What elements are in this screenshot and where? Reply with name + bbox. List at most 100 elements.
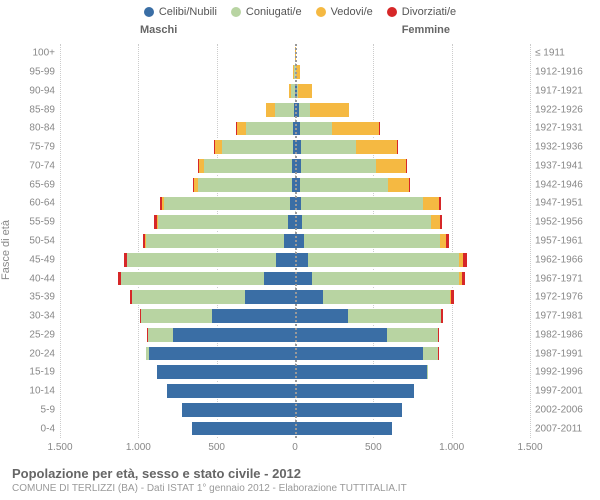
- bar-stack: [60, 121, 295, 137]
- birth-label: 1962-1966: [530, 254, 583, 265]
- male-side: [60, 344, 295, 363]
- bar-stack: [60, 289, 295, 305]
- legend-label: Coniugati/e: [246, 6, 302, 18]
- bar-stack: [60, 139, 295, 155]
- bar-segment-divorziati: [463, 252, 466, 268]
- age-label: 40-44: [29, 273, 60, 284]
- female-side: [295, 213, 530, 232]
- bar-segment-coniugati: [301, 139, 356, 155]
- legend: Celibi/NubiliConiugati/eVedovi/eDivorzia…: [0, 0, 600, 20]
- bar-stack: [60, 383, 295, 399]
- bar-segment-coniugati: [323, 289, 450, 305]
- bar-segment-celibi: [295, 308, 348, 324]
- legend-swatch: [231, 7, 241, 17]
- bar-segment-coniugati: [312, 271, 459, 287]
- center-line: [295, 44, 297, 438]
- bar-segment-coniugati: [222, 139, 293, 155]
- birth-label: ≤ 1911: [530, 48, 565, 59]
- female-side: [295, 307, 530, 326]
- bar-stack: [60, 327, 295, 343]
- bar-segment-coniugati: [348, 308, 440, 324]
- legend-label: Vedovi/e: [331, 6, 373, 18]
- bar-segment-coniugati: [146, 233, 284, 249]
- age-label: 5-9: [41, 404, 60, 415]
- age-label: 85-89: [29, 104, 60, 115]
- birth-label: 1932-1936: [530, 142, 583, 153]
- bar-stack: [295, 383, 530, 399]
- bar-stack: [295, 308, 530, 324]
- bar-stack: [295, 402, 530, 418]
- male-side: [60, 138, 295, 157]
- birth-label: 1972-1976: [530, 292, 583, 303]
- bar-segment-vedovi: [332, 121, 379, 137]
- legend-swatch: [144, 7, 154, 17]
- age-label: 65-69: [29, 179, 60, 190]
- female-side: [295, 363, 530, 382]
- female-side: [295, 194, 530, 213]
- bar-segment-coniugati: [204, 158, 292, 174]
- bar-stack: [295, 214, 530, 230]
- legend-item: Vedovi/e: [316, 6, 373, 18]
- bar-stack: [295, 346, 530, 362]
- bar-segment-coniugati: [308, 252, 460, 268]
- male-side: [60, 194, 295, 213]
- age-label: 45-49: [29, 254, 60, 265]
- legend-item: Celibi/Nubili: [144, 6, 217, 18]
- bar-segment-coniugati: [302, 214, 430, 230]
- bar-segment-divorziati: [446, 233, 449, 249]
- female-header: Femmine: [402, 24, 450, 36]
- bar-segment-divorziati: [440, 214, 443, 230]
- bar-segment-vedovi: [431, 214, 440, 230]
- birth-label: 1997-2001: [530, 386, 583, 397]
- bar-stack: [295, 421, 530, 437]
- female-side: [295, 175, 530, 194]
- age-label: 80-84: [29, 123, 60, 134]
- bar-segment-coniugati: [132, 289, 245, 305]
- bar-stack: [60, 64, 295, 80]
- age-label: 20-24: [29, 348, 60, 359]
- male-side: [60, 175, 295, 194]
- legend-swatch: [387, 7, 397, 17]
- age-label: 10-14: [29, 386, 60, 397]
- chart-footer: Popolazione per età, sesso e stato civil…: [12, 466, 588, 494]
- bar-segment-divorziati: [451, 289, 454, 305]
- bar-segment-celibi: [173, 327, 295, 343]
- male-header: Maschi: [140, 24, 177, 36]
- bar-stack: [295, 233, 530, 249]
- bar-segment-vedovi: [237, 121, 246, 137]
- bar-stack: [60, 158, 295, 174]
- birth-label: 1942-1946: [530, 179, 583, 190]
- age-label: 60-64: [29, 198, 60, 209]
- bar-segment-divorziati: [397, 139, 398, 155]
- bar-stack: [60, 308, 295, 324]
- bar-segment-coniugati: [301, 158, 376, 174]
- male-side: [60, 307, 295, 326]
- x-tick-label: 500: [365, 442, 382, 453]
- bar-segment-divorziati: [406, 158, 407, 174]
- bar-segment-vedovi: [388, 177, 408, 193]
- birth-label: 1937-1941: [530, 160, 583, 171]
- bar-stack: [60, 252, 295, 268]
- female-side: [295, 100, 530, 119]
- male-side: [60, 232, 295, 251]
- female-side: [295, 44, 530, 63]
- male-side: [60, 419, 295, 438]
- bar-segment-celibi: [149, 346, 295, 362]
- bar-segment-coniugati: [158, 214, 288, 230]
- bar-segment-coniugati: [275, 102, 294, 118]
- male-side: [60, 382, 295, 401]
- bar-segment-divorziati: [462, 271, 465, 287]
- birth-label: 1982-1986: [530, 329, 583, 340]
- female-side: [295, 119, 530, 138]
- bar-stack: [60, 346, 295, 362]
- bar-segment-coniugati: [387, 327, 437, 343]
- bar-segment-coniugati: [148, 327, 173, 343]
- male-side: [60, 157, 295, 176]
- bar-stack: [295, 121, 530, 137]
- male-side: [60, 325, 295, 344]
- bar-stack: [60, 83, 295, 99]
- age-label: 95-99: [29, 67, 60, 78]
- bar-stack: [60, 364, 295, 380]
- bar-segment-coniugati: [198, 177, 292, 193]
- female-side: [295, 250, 530, 269]
